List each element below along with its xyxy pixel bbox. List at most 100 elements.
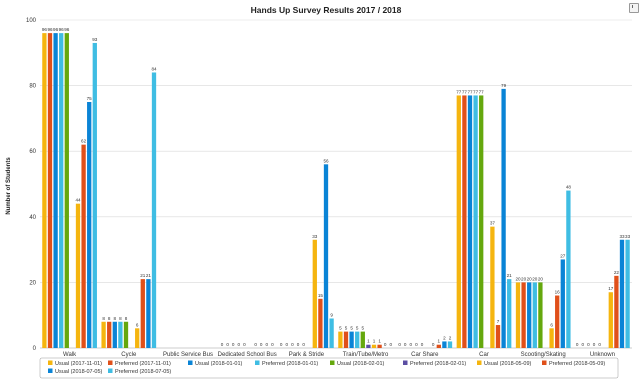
legend-item[interactable]: Preferred (2017-11-01) [108, 360, 171, 368]
legend-item[interactable]: Usual (2018-07-05) [48, 368, 103, 376]
legend-swatch [48, 368, 53, 373]
category-label: Car [479, 352, 489, 358]
legend-label: Usual (2018-07-05) [55, 369, 103, 375]
bar[interactable] [123, 321, 129, 348]
legend-item[interactable]: Preferred (2018-07-05) [108, 368, 171, 376]
legend-item[interactable]: Usual (2017-11-01) [48, 360, 102, 368]
legend-swatch [330, 360, 335, 365]
legend-item[interactable]: Preferred (2018-02-01) [403, 360, 466, 368]
bar[interactable] [118, 321, 123, 348]
data-label: 77 [467, 89, 473, 94]
bar[interactable] [507, 279, 512, 348]
bar[interactable] [349, 331, 354, 348]
category-label: Public Service Bus [163, 352, 213, 358]
bar[interactable] [377, 344, 382, 348]
bar[interactable] [625, 239, 630, 348]
bar[interactable] [135, 328, 140, 348]
legend-label: Preferred (2018-01-01) [262, 361, 318, 367]
y-axis-label: Number of Students [6, 157, 12, 215]
data-label: 77 [462, 89, 468, 94]
bar[interactable] [538, 282, 543, 348]
bar[interactable] [371, 344, 377, 348]
bar[interactable] [560, 259, 565, 348]
bar[interactable] [619, 239, 625, 348]
bar[interactable] [338, 331, 343, 348]
bar[interactable] [312, 239, 317, 348]
bar[interactable] [112, 321, 117, 348]
data-label: 0 [415, 342, 418, 347]
bar[interactable] [318, 298, 323, 348]
legend-item[interactable]: Preferred (2018-05-09) [542, 360, 605, 368]
bar[interactable] [47, 33, 53, 349]
legend-item[interactable]: Usual (2018-02-01) [330, 360, 385, 368]
data-label: 77 [479, 89, 485, 94]
data-label: 0 [286, 342, 289, 347]
bar[interactable] [64, 33, 69, 349]
bar[interactable] [521, 282, 526, 348]
bar[interactable] [59, 33, 64, 349]
bar[interactable] [75, 203, 81, 348]
bar[interactable] [549, 328, 554, 348]
bar[interactable] [495, 325, 501, 348]
bar[interactable] [555, 295, 560, 348]
bar[interactable] [614, 275, 619, 348]
data-label: 0 [232, 342, 235, 347]
legend-swatch [108, 360, 113, 365]
bar[interactable] [343, 331, 349, 348]
bar[interactable] [473, 95, 478, 348]
category-label: Walk [63, 352, 77, 358]
data-label: 20 [532, 276, 538, 281]
bar[interactable] [366, 344, 371, 348]
bar[interactable] [527, 282, 532, 348]
bar[interactable] [447, 341, 453, 348]
bar[interactable] [329, 318, 334, 348]
legend-swatch [542, 360, 547, 365]
bar[interactable] [140, 279, 145, 348]
bar[interactable] [323, 164, 329, 348]
legend-swatch [188, 360, 193, 365]
bar[interactable] [107, 321, 112, 348]
bar[interactable] [42, 33, 47, 349]
bar[interactable] [456, 95, 461, 348]
bar[interactable] [462, 95, 467, 348]
legend-item[interactable]: Usual (2018-01-01) [188, 360, 243, 368]
bar[interactable] [532, 282, 537, 348]
data-label: 0 [598, 342, 601, 347]
legend-label: Preferred (2018-02-01) [410, 361, 466, 367]
data-label: 8 [125, 316, 128, 321]
data-label: 79 [501, 83, 507, 88]
bar[interactable] [490, 226, 495, 348]
bar[interactable] [92, 42, 97, 349]
data-label: 62 [81, 139, 87, 144]
bar[interactable] [151, 72, 157, 348]
bar[interactable] [53, 33, 58, 349]
data-label: 77 [473, 89, 479, 94]
bar[interactable] [566, 190, 571, 348]
bar[interactable] [608, 292, 613, 348]
bar[interactable] [515, 282, 521, 348]
bar[interactable] [355, 331, 360, 348]
bar[interactable] [442, 341, 447, 348]
bar[interactable] [360, 331, 365, 348]
legend-swatch [403, 360, 408, 365]
export-menu-icon[interactable] [629, 3, 639, 13]
bar[interactable] [87, 102, 92, 348]
legend-item[interactable]: Preferred (2018-01-01) [255, 360, 318, 368]
data-label: 21 [146, 273, 152, 278]
bar[interactable] [436, 344, 441, 348]
bar[interactable] [467, 95, 473, 348]
data-label: 7 [497, 319, 500, 324]
legend-item[interactable]: Usual (2018-05-09) [477, 360, 532, 368]
bar[interactable] [479, 95, 484, 348]
y-tick-label: 20 [29, 280, 36, 286]
data-label: 16 [555, 290, 561, 295]
data-label: 77 [456, 89, 462, 94]
bar[interactable] [501, 88, 506, 348]
y-tick-label: 80 [29, 84, 36, 90]
data-label: 0 [398, 342, 401, 347]
bar[interactable] [101, 321, 106, 348]
bar[interactable] [146, 279, 151, 348]
data-label: 33 [312, 234, 318, 239]
bar[interactable] [81, 144, 86, 348]
